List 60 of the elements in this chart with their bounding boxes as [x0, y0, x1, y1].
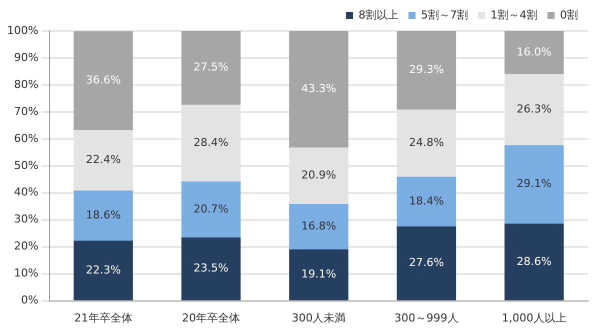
bar	[181, 237, 241, 300]
data-label: 20.9%	[301, 168, 336, 182]
legend-label: 1割～4割	[490, 8, 538, 22]
data-label: 28.4%	[194, 136, 228, 150]
x-tick-label: 20年卒全体	[182, 311, 240, 324]
data-label: 43.3%	[301, 82, 336, 95]
y-tick-label: 0%	[20, 294, 38, 307]
bar	[181, 182, 241, 238]
data-label: 18.4%	[408, 194, 444, 208]
data-label: 16.8%	[301, 219, 336, 232]
data-label: 16.0%	[516, 45, 552, 58]
x-tick-label: 21年卒全体	[74, 311, 132, 324]
y-tick-label: 30%	[14, 212, 38, 226]
data-label: 19.1%	[301, 268, 336, 281]
bar	[74, 240, 133, 300]
data-label: 27.5%	[194, 60, 228, 74]
bar	[181, 104, 241, 182]
y-tick-label: 80%	[14, 78, 38, 91]
bar	[74, 190, 133, 241]
bar	[289, 249, 348, 300]
data-label: 20.7%	[194, 202, 228, 216]
legend-label: 0割	[560, 8, 578, 22]
bar	[74, 31, 133, 130]
data-label: 28.6%	[516, 254, 552, 268]
bar	[289, 148, 348, 204]
bar	[504, 74, 564, 146]
data-label: 29.3%	[408, 63, 444, 76]
bar	[74, 130, 133, 190]
y-tick-label: 40%	[14, 186, 38, 199]
data-label: 29.1%	[516, 177, 552, 190]
data-label: 23.5%	[194, 262, 228, 275]
legend-label: 8割以上	[358, 8, 399, 22]
bar	[504, 145, 564, 224]
bar	[181, 31, 241, 105]
data-label: 26.3%	[516, 102, 552, 116]
bar	[289, 31, 348, 148]
data-label: 24.8%	[408, 136, 444, 150]
x-tick-label: 300人未満	[292, 311, 346, 324]
bar	[504, 31, 564, 74]
data-label: 36.6%	[86, 74, 121, 87]
legend-label: 5割～7割	[421, 8, 468, 22]
y-tick-label: 20%	[14, 240, 38, 253]
data-label: 27.6%	[408, 256, 444, 270]
data-label: 18.6%	[86, 208, 121, 222]
y-tick-label: 70%	[14, 104, 38, 118]
bar	[504, 224, 564, 300]
bar	[396, 31, 456, 110]
x-tick-label: 1,000人以上	[502, 311, 566, 324]
y-tick-label: 90%	[14, 50, 38, 64]
y-tick-label: 100%	[6, 24, 38, 37]
y-tick-label: 60%	[14, 132, 38, 145]
bar	[396, 176, 456, 226]
bar	[289, 204, 348, 250]
y-tick-label: 10%	[14, 266, 38, 280]
bar	[396, 110, 456, 177]
data-label: 22.4%	[86, 153, 121, 166]
y-tick-label: 50%	[14, 158, 38, 172]
data-label: 22.3%	[86, 263, 121, 276]
bar	[396, 226, 456, 300]
x-tick-label: 300～999人	[394, 311, 458, 324]
